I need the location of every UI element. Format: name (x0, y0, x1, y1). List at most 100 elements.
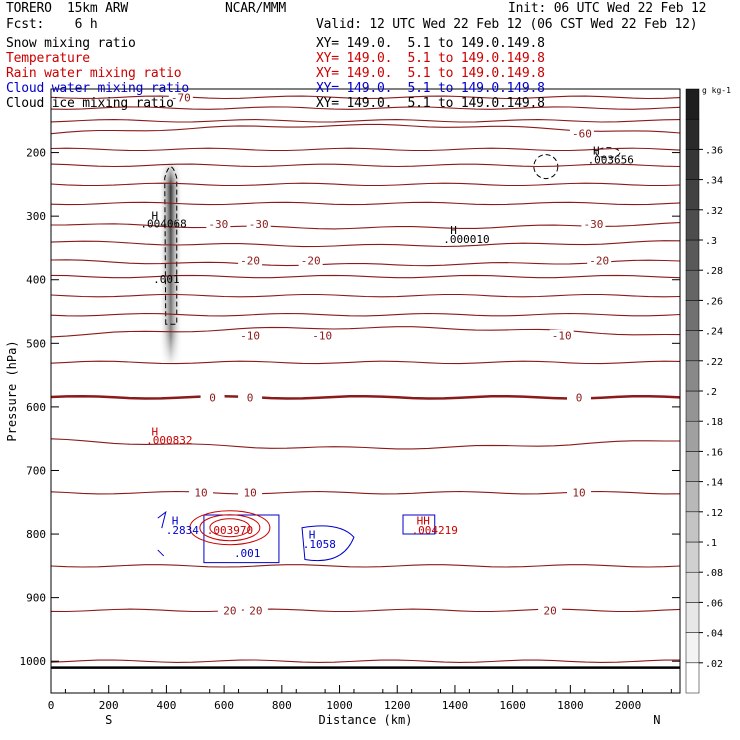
isotherm-label-bg (298, 254, 323, 267)
extremum-label: .003970 (207, 524, 253, 537)
color-bar-label: .18 (705, 417, 723, 428)
color-bar-cell (685, 481, 700, 513)
isotherm-label: 10 (194, 487, 207, 500)
extremum-label: .000832 (146, 434, 192, 447)
isotherm-label: -20 (240, 255, 260, 268)
isotherm-label-bg (567, 391, 592, 404)
isotherm-label: -10 (312, 330, 332, 343)
color-bar-cell (685, 451, 700, 482)
isotherm-label-bg (243, 604, 268, 617)
isotherm-label: -60 (572, 128, 592, 141)
isotherm-label-bg (538, 604, 563, 617)
extremum-label: H (309, 529, 316, 542)
x-tick-label: 0 (48, 699, 55, 712)
y-tick-label: 500 (26, 337, 46, 350)
extremum-label: .001 (153, 273, 180, 286)
isotherm-label-bg (549, 329, 574, 342)
color-bar-cell (685, 88, 700, 120)
x-tick-label: 800 (272, 699, 292, 712)
color-bar-cell (685, 209, 700, 241)
field-temperature-xy: XY= 149.0. 5.1 to 149.0.149.8 (316, 51, 545, 66)
color-bar-cell (685, 662, 700, 694)
ice-contour (164, 166, 178, 325)
color-bar-label: .34 (705, 176, 723, 187)
color-bar-label: .04 (705, 629, 723, 640)
isotherm-line (50, 106, 681, 110)
isotherm-line (50, 163, 681, 168)
color-bar-cell (685, 360, 700, 392)
isotherm-label-bg (200, 391, 225, 404)
isotherm-label-bg (581, 217, 606, 230)
color-bar-cell (685, 602, 700, 633)
center-title: NCAR/MMM (225, 1, 287, 16)
cloud-water-contour (203, 514, 280, 564)
plot-frame (50, 88, 681, 694)
isotherm-label: 10 (243, 487, 256, 500)
y-axis-label: Pressure (hPa) (5, 340, 19, 441)
isotherm-label-bg (238, 486, 263, 499)
color-bar-cell (685, 390, 700, 422)
y-tick-label: 200 (26, 147, 46, 160)
plot-axes: 0 200 400 600 800 1000 1200 1400 1600 1800 2000200… (5, 88, 681, 727)
color-bar-cell (685, 179, 700, 211)
isotherm-label-bg (587, 254, 612, 267)
isotherm-line (50, 95, 681, 100)
color-bar-cell (685, 118, 700, 150)
field-cloud-ice-xy: XY= 149.0. 5.1 to 149.0.149.8 (316, 96, 545, 111)
right-endpoint-label: N (653, 713, 660, 727)
isotherm-label: 10 (572, 487, 585, 500)
color-bar-label: .02 (705, 659, 723, 670)
field-cloud-ice: Cloud ice mixing ratio (6, 96, 174, 111)
color-bar-cell (685, 511, 700, 543)
y-tick-label: 1000 (20, 655, 47, 668)
isotherm-label: -10 (552, 330, 572, 343)
rain-contour (189, 510, 271, 546)
isotherm-line (50, 274, 681, 279)
extremum-label: H (152, 426, 159, 439)
x-tick-label: 1200 (384, 699, 411, 712)
isotherm-label: -10 (240, 330, 260, 343)
isotherm-label: 20 (544, 604, 557, 617)
isotherm-line (50, 608, 681, 613)
y-tick-label: 900 (26, 592, 46, 605)
field-rain-xy: XY= 149.0. 5.1 to 149.0.149.8 (316, 66, 545, 81)
color-bar-label: .14 (705, 478, 723, 489)
isotherm-line (50, 119, 681, 123)
x-tick-label: 400 (156, 699, 176, 712)
color-bar-label: .22 (705, 357, 723, 368)
extremum-label: .001 (234, 547, 261, 560)
color-bar-label: .12 (705, 508, 723, 519)
color-bar-cell (685, 420, 700, 452)
isotherm-label-bg (246, 217, 271, 230)
isotherm-line (50, 564, 681, 568)
isotherm-line (50, 147, 681, 152)
color-bar-cell (685, 632, 700, 664)
isotherm-line (50, 182, 681, 187)
color-bar-cell (685, 239, 700, 271)
isotherm-label-bg (567, 486, 592, 499)
isotherm-label: -30 (249, 218, 269, 231)
color-bar-label: .3 (705, 236, 717, 247)
field-snow-xy: XY= 149.0. 5.1 to 149.0.149.8 (316, 36, 545, 51)
x-tick-label: 1800 (557, 699, 584, 712)
color-bar-cell (685, 330, 700, 362)
extremum-label: H (172, 515, 179, 528)
color-bar-label: .26 (705, 296, 723, 307)
isotherm-label-bg (238, 391, 263, 404)
isotherm-label-bg (189, 486, 214, 499)
color-bar: .02 .04 .06 .08 .1 .12 .14 .16 .18 .2 .22 .24 .26 .28… (685, 86, 731, 694)
x-tick-label: 1000 (326, 699, 353, 712)
color-bar-label: .24 (705, 327, 723, 338)
color-bar-label: .32 (705, 206, 723, 217)
extremum-label: H (450, 224, 457, 237)
y-tick-label: 400 (26, 274, 46, 287)
x-axis-label: Distance (km) (319, 713, 413, 727)
x-tick-label: 600 (214, 699, 234, 712)
isotherm-line (50, 293, 681, 298)
isotherm-label-bg (310, 329, 335, 342)
isotherm-label: 0 (247, 391, 254, 404)
isotherm-label-bg (569, 127, 594, 140)
isotherm-label: 20 (249, 604, 262, 617)
isotherm-label: 20 (223, 604, 236, 617)
